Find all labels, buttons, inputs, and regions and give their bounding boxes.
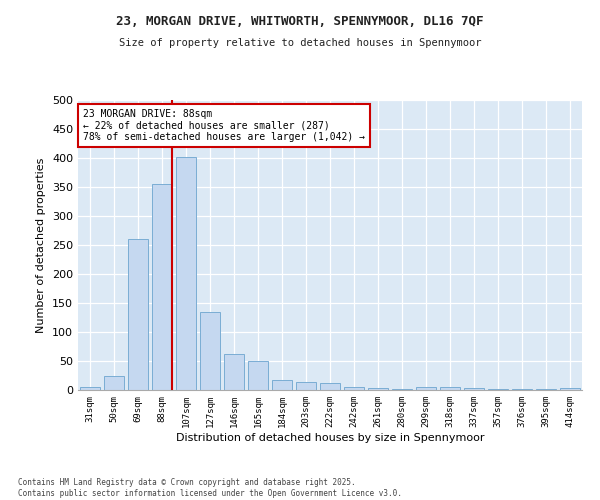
Bar xyxy=(152,184,172,390)
Bar xyxy=(368,388,388,390)
Bar xyxy=(224,354,244,390)
Bar xyxy=(440,386,460,390)
Text: 23 MORGAN DRIVE: 88sqm
← 22% of detached houses are smaller (287)
78% of semi-de: 23 MORGAN DRIVE: 88sqm ← 22% of detached… xyxy=(83,108,365,142)
Bar xyxy=(80,387,100,390)
Bar xyxy=(512,389,532,390)
Bar xyxy=(176,157,196,390)
Bar xyxy=(296,382,316,390)
Bar xyxy=(464,388,484,390)
Bar xyxy=(128,239,148,390)
Bar xyxy=(344,387,364,390)
Text: Size of property relative to detached houses in Spennymoor: Size of property relative to detached ho… xyxy=(119,38,481,48)
Bar xyxy=(200,312,220,390)
Bar xyxy=(248,361,268,390)
X-axis label: Distribution of detached houses by size in Spennymoor: Distribution of detached houses by size … xyxy=(176,432,484,442)
Text: 23, MORGAN DRIVE, WHITWORTH, SPENNYMOOR, DL16 7QF: 23, MORGAN DRIVE, WHITWORTH, SPENNYMOOR,… xyxy=(116,15,484,28)
Text: Contains HM Land Registry data © Crown copyright and database right 2025.
Contai: Contains HM Land Registry data © Crown c… xyxy=(18,478,402,498)
Bar xyxy=(416,387,436,390)
Y-axis label: Number of detached properties: Number of detached properties xyxy=(37,158,46,332)
Bar xyxy=(392,389,412,390)
Bar xyxy=(560,388,580,390)
Bar xyxy=(104,376,124,390)
Bar xyxy=(272,380,292,390)
Bar xyxy=(320,383,340,390)
